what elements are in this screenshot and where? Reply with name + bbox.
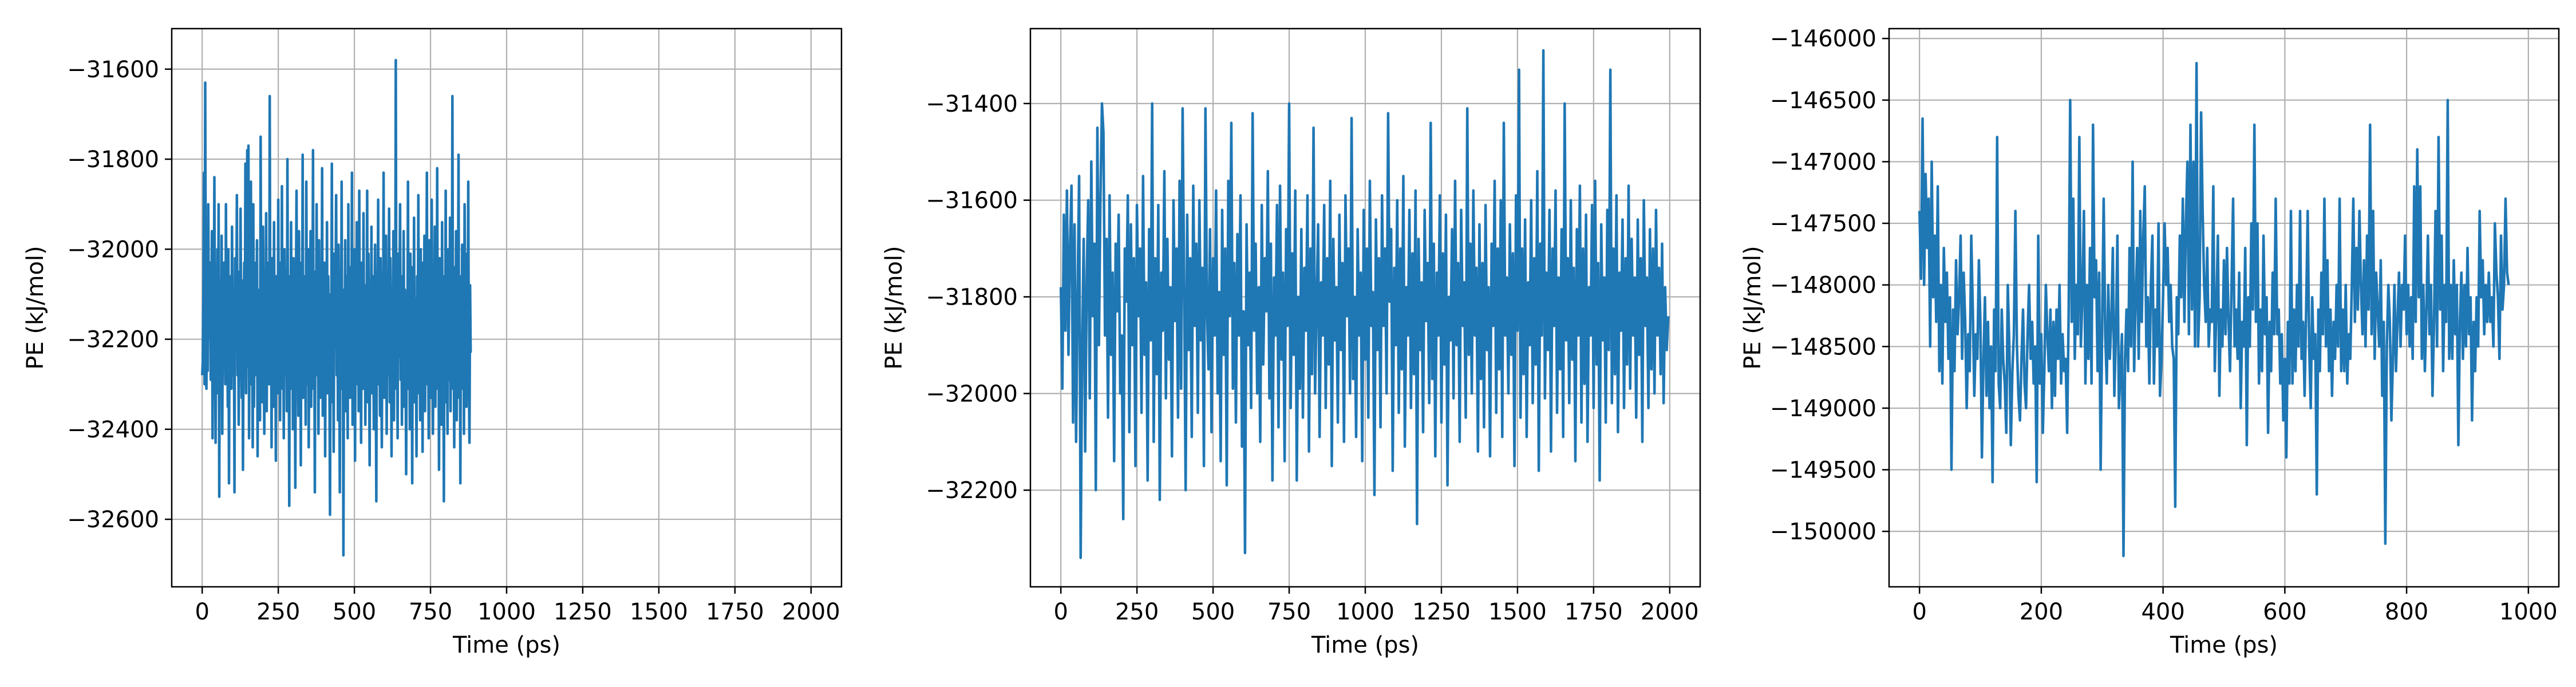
x-tick-label: 500 [1191,599,1235,625]
y-tick-label: −32000 [926,381,1018,407]
y-tick-label: −32200 [67,327,159,353]
x-tick-label: 750 [1267,599,1311,625]
y-tick-label: −146500 [1770,88,1876,114]
x-tick-label: 0 [1053,599,1068,625]
x-tick-label: 800 [2385,599,2428,625]
y-tick-label: −146000 [1770,26,1876,52]
x-tick-label: 1500 [1488,599,1547,625]
x-tick-label: 1000 [1336,599,1394,625]
y-tick-label: −32000 [67,236,159,263]
y-tick-label: −31400 [926,91,1018,117]
x-tick-label: 0 [1912,599,1926,625]
y-axis-label: PE (kJ/mol) [881,246,907,369]
y-tick-label: −149500 [1770,457,1876,484]
y-tick-label: −31800 [67,147,159,173]
y-tick-label: −147000 [1770,149,1876,175]
y-tick-label: −148000 [1770,273,1876,299]
x-tick-label: 750 [409,599,452,625]
y-tick-label: −32400 [67,417,159,443]
series-line [1059,49,1670,559]
x-tick-label: 200 [2020,599,2063,625]
x-tick-label: 600 [2263,599,2306,625]
x-tick-label: 2000 [1641,599,1699,625]
x-axis-label: Time (ps) [2170,632,2278,658]
x-tick-label: 1250 [554,599,612,625]
x-tick-label: 0 [195,599,209,625]
y-tick-label: −147500 [1770,211,1876,237]
x-tick-label: 250 [1115,599,1159,625]
x-tick-label: 1500 [630,599,688,625]
y-tick-label: −31600 [926,188,1018,214]
chart-panel-3: 0 200 400 600 800 1000 −150000 −149500 −149000 −1… [1740,26,2560,658]
x-axis-label: Time (ps) [452,632,560,658]
y-tick-label: −150000 [1770,519,1876,545]
x-tick-label: 1750 [1564,599,1623,625]
y-tick-label: −31800 [926,285,1018,311]
chart-panel-1: 0 250 500 750 1000 1250 1500 1750 2000 −32600 −324… [22,27,843,658]
x-tick-label: 1000 [477,599,536,625]
chart-panel-2: 0 250 500 750 1000 1250 1500 1750 2000 −32200 −320… [881,27,1701,658]
y-tick-label: −149000 [1770,396,1876,422]
series-line [1918,62,2510,558]
y-tick-label: −32600 [67,507,159,533]
y-tick-label: −32200 [926,477,1018,504]
y-axis-label: PE (kJ/mol) [1740,246,1766,369]
x-tick-label: 1000 [2499,599,2558,625]
y-tick-label: −31600 [67,57,159,83]
charts-container: 0 250 500 750 1000 1250 1500 1750 2000−32600−324… [22,26,2560,658]
x-tick-label: 1250 [1412,599,1471,625]
x-tick-label: 250 [256,599,300,625]
x-tick-label: 500 [333,599,376,625]
x-tick-label: 400 [2141,599,2184,625]
x-axis-label: Time (ps) [1311,632,1419,658]
x-tick-label: 1750 [706,599,764,625]
series-line [200,58,472,557]
axes-frame [1888,27,2560,588]
x-tick-label: 2000 [782,599,840,625]
y-axis-label: PE (kJ/mol) [22,246,49,369]
y-tick-label: −148500 [1770,334,1876,360]
